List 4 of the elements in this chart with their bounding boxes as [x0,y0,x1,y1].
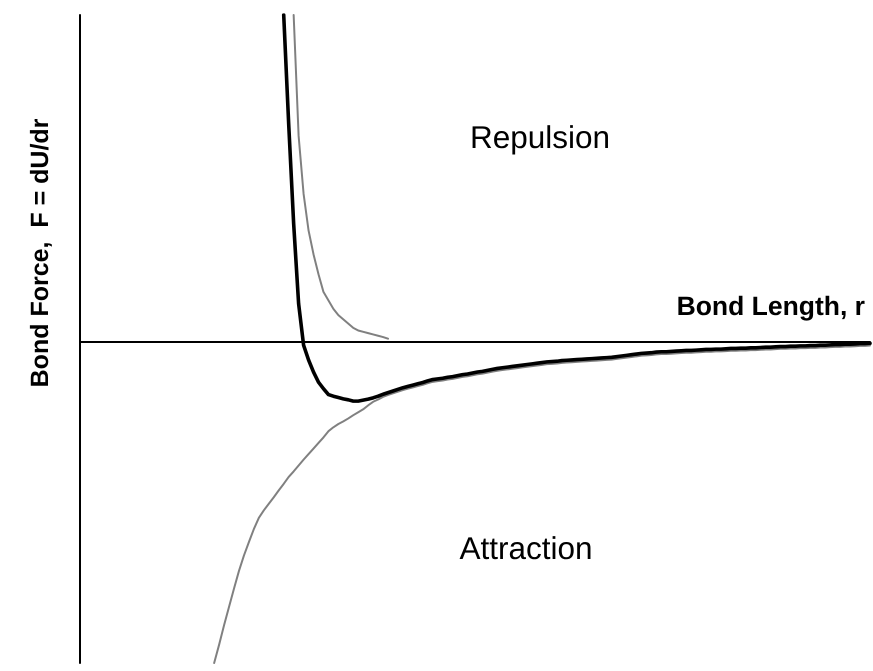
x-axis-title: Bond Length, r [676,291,865,321]
annotation: Attraction [459,530,593,566]
annotation: Repulsion [470,119,610,155]
y-axis-title: Bond Force, F = dU/dr [26,118,54,388]
